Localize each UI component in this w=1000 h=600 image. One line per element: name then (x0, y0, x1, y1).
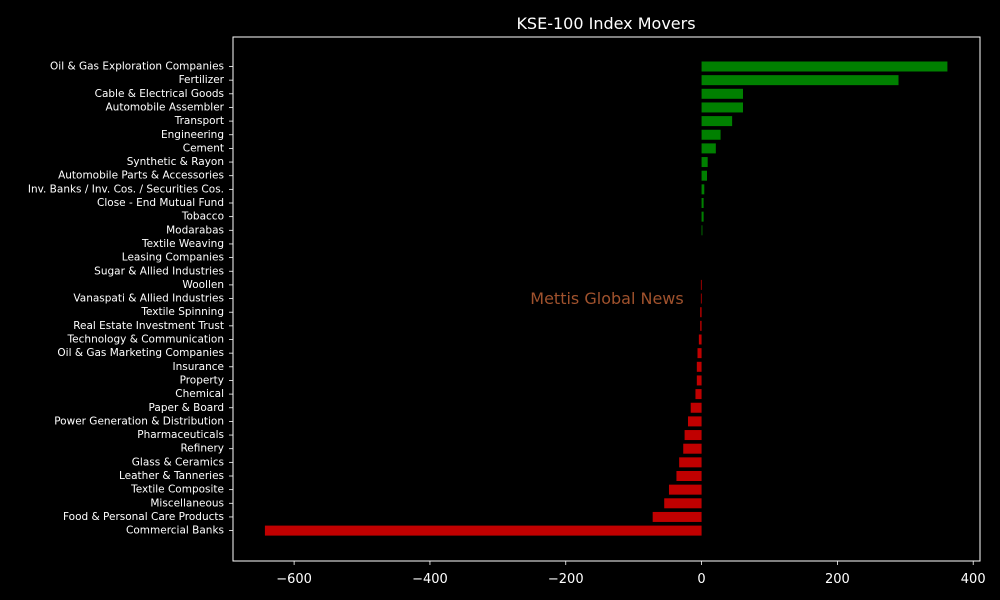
bar (701, 75, 899, 86)
bar (700, 293, 702, 304)
bar (701, 157, 708, 168)
bar (687, 416, 702, 427)
category-label: Refinery (180, 443, 224, 455)
bar (701, 225, 703, 236)
chart-title: KSE-100 Index Movers (516, 14, 695, 33)
x-tick-label: 400 (961, 572, 986, 587)
bar (652, 511, 702, 522)
category-label: Real Estate Investment Trust (73, 320, 224, 332)
category-label: Technology & Communication (67, 334, 224, 346)
bar (679, 457, 702, 468)
bar (684, 430, 702, 441)
category-label: Property (180, 374, 224, 386)
bar (700, 320, 702, 331)
category-labels: Oil & Gas Exploration CompaniesFertilize… (28, 61, 233, 537)
x-tick-label: −200 (548, 572, 584, 587)
bar (701, 129, 721, 140)
category-label: Woollen (182, 279, 224, 291)
x-tick-label: −400 (412, 572, 448, 587)
bar (701, 116, 733, 127)
bar (700, 279, 702, 290)
category-label: Textile Spinning (140, 306, 224, 318)
category-label: Leather & Tanneries (119, 470, 224, 482)
watermark: Mettis Global News (530, 289, 683, 308)
category-label: Cable & Electrical Goods (95, 88, 224, 100)
category-label: Leasing Companies (122, 252, 224, 264)
bar (698, 334, 702, 345)
category-label: Modarabas (166, 224, 224, 236)
category-label: Food & Personal Care Products (63, 511, 224, 523)
category-label: Tobacco (181, 211, 224, 223)
bar (701, 211, 704, 222)
x-axis: −600 −400 −200 0 200 400 (276, 561, 986, 587)
category-label: Textile Composite (130, 484, 224, 496)
bar (701, 170, 707, 181)
category-label: Close - End Mutual Fund (97, 197, 224, 209)
bar (676, 471, 702, 481)
category-label: Vanaspati & Allied Industries (73, 293, 224, 305)
bar (701, 143, 716, 154)
category-label: Cement (183, 142, 224, 154)
category-label: Inv. Banks / Inv. Cos. / Securities Cos. (28, 183, 224, 195)
bar (701, 61, 948, 72)
category-label: Insurance (172, 361, 224, 373)
category-label: Power Generation & Distribution (54, 415, 224, 427)
x-tick-label: −600 (276, 572, 312, 587)
bar (690, 402, 702, 413)
bar (701, 102, 743, 113)
category-label: Fertilizer (179, 74, 225, 86)
bar (697, 348, 702, 359)
bar (668, 484, 702, 495)
category-label: Oil & Gas Marketing Companies (57, 347, 224, 359)
category-label: Textile Weaving (141, 238, 224, 250)
category-label: Paper & Board (149, 402, 224, 414)
x-tick-label: 0 (697, 572, 705, 587)
category-label: Chemical (175, 388, 224, 400)
bars-group (264, 61, 948, 536)
bar (701, 88, 743, 99)
bar (701, 198, 704, 208)
category-label: Glass & Ceramics (132, 456, 224, 468)
bar (683, 443, 702, 454)
category-label: Synthetic & Rayon (127, 156, 224, 168)
category-label: Automobile Parts & Accessories (58, 170, 224, 182)
bar (696, 361, 702, 372)
category-label: Oil & Gas Exploration Companies (50, 61, 224, 73)
x-tick-label: 200 (825, 572, 850, 587)
bar (264, 525, 702, 536)
category-label: Automobile Assembler (106, 101, 225, 113)
bar (664, 498, 702, 509)
category-label: Transport (174, 115, 224, 127)
bar (700, 307, 702, 318)
category-label: Pharmaceuticals (137, 429, 224, 441)
category-label: Miscellaneous (150, 497, 224, 509)
category-label: Sugar & Allied Industries (94, 265, 224, 277)
plot-frame (232, 36, 981, 562)
bar (695, 389, 702, 400)
bar (696, 375, 702, 386)
category-label: Engineering (161, 129, 224, 141)
category-label: Commercial Banks (126, 525, 224, 537)
bar (701, 184, 705, 195)
